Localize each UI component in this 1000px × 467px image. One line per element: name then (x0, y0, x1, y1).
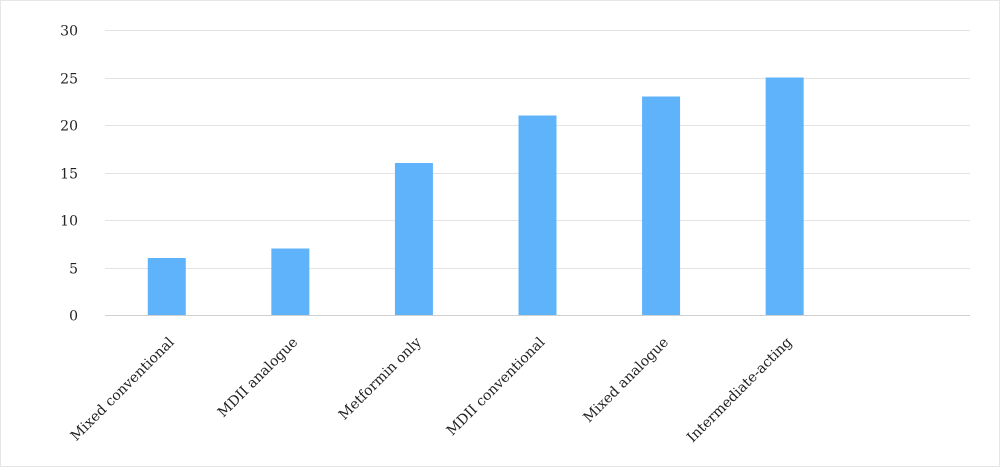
y-tick-label: 30 (60, 24, 78, 40)
bar (147, 258, 186, 315)
y-tick-label: 5 (69, 262, 78, 278)
bar (394, 163, 433, 315)
y-axis-tick-labels: 0 5 10 15 20 25 30 (60, 24, 78, 325)
y-tick-label: 10 (60, 214, 78, 230)
x-axis-tick-labels: Mixed conventional MDII analogue Metformin… (68, 334, 796, 446)
bars (147, 77, 804, 315)
x-tick-label: Mixed conventional (68, 334, 178, 444)
bar (765, 77, 804, 315)
y-tick-label: 20 (60, 119, 78, 135)
x-tick-label: MDII analogue (215, 335, 301, 421)
x-tick-label: Intermediate-acting (684, 334, 795, 445)
bar (271, 248, 310, 315)
y-tick-label: 25 (60, 72, 78, 88)
bar (518, 115, 557, 315)
y-tick-label: 15 (60, 167, 78, 183)
y-tick-label: 0 (69, 309, 78, 325)
x-tick-label: MDII conventional (444, 334, 549, 439)
x-tick-label: Mixed analogue (580, 335, 671, 426)
x-tick-label: Metformin only (336, 334, 425, 423)
bar (642, 96, 681, 315)
